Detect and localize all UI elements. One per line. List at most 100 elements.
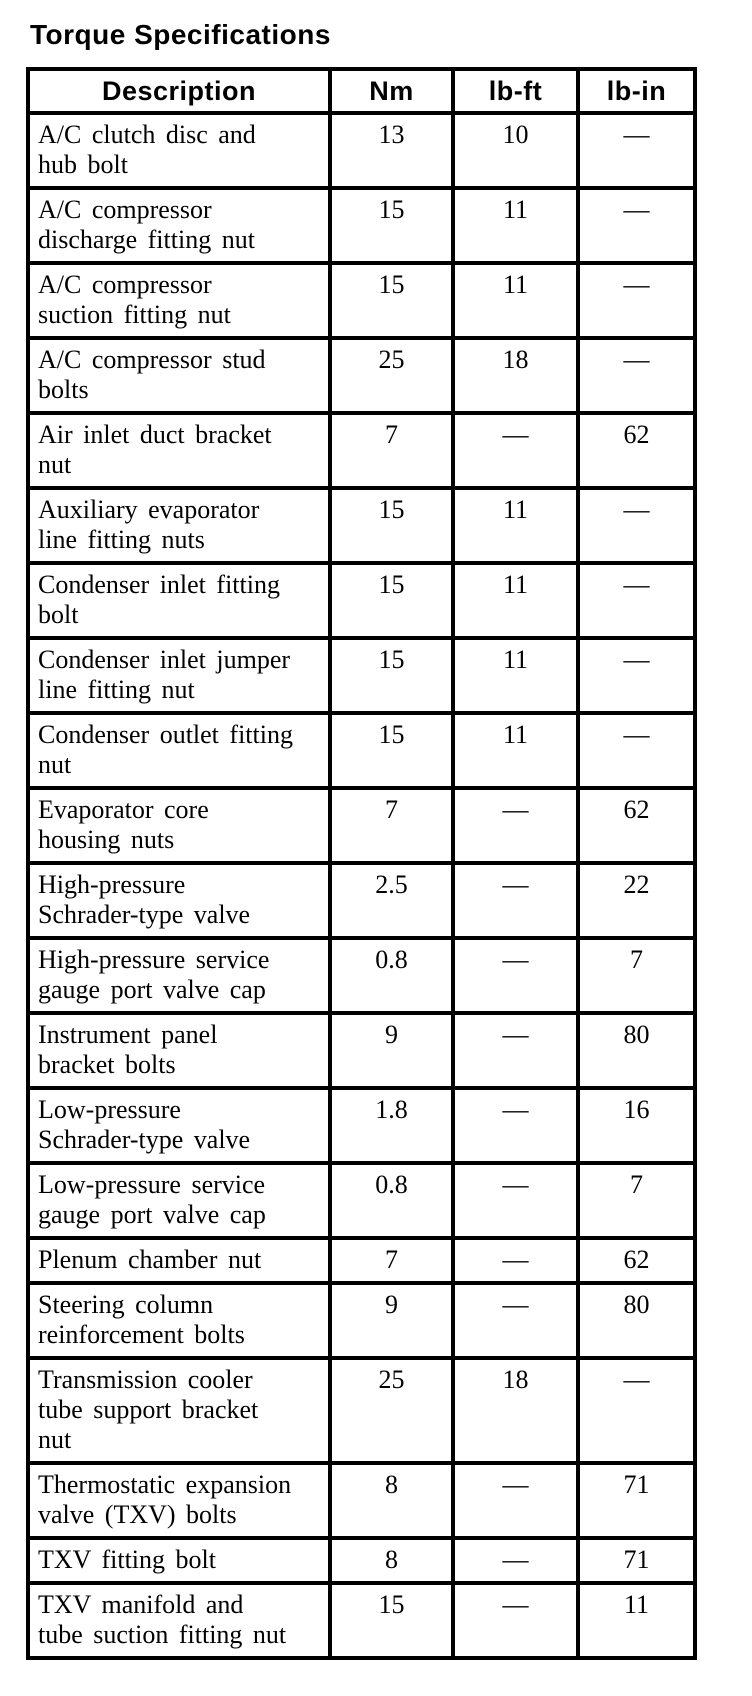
nm-value-cell: 15 — [328, 261, 455, 340]
lbft-value-cell: 18 — [451, 336, 580, 415]
lbin-value-cell: — — [576, 711, 697, 790]
spec-description-cell: Condenser inlet jumper line fitting nut — [26, 636, 332, 715]
lbin-value-cell: 62 — [576, 786, 697, 865]
lbft-value-cell: — — [451, 1461, 580, 1540]
lbin-value-cell: 80 — [576, 1011, 697, 1090]
nm-value-cell: 15 — [328, 636, 455, 715]
spec-description-cell: A/C compressor stud bolts — [26, 336, 332, 415]
table-row: Transmission cooler tube support bracket… — [26, 1356, 697, 1465]
table-row: A/C clutch disc and hub bolt 13 10 — — [26, 111, 697, 190]
spec-description-cell: Auxiliary evaporator line fitting nuts — [26, 486, 332, 565]
lbin-value-cell: 62 — [576, 1236, 697, 1285]
table-row: TXV manifold and tube suction fitting nu… — [26, 1581, 697, 1660]
table-row: A/C compressor stud bolts 25 18 — — [26, 336, 697, 415]
col-header-description: Description — [26, 67, 332, 115]
nm-value-cell: 2.5 — [328, 861, 455, 940]
table-row: Condenser inlet fitting bolt 15 11 — — [26, 561, 697, 640]
table-header: Description Nm lb-ft lb-in — [26, 67, 697, 115]
lbft-value-cell: — — [451, 411, 580, 490]
table-row: Condenser inlet jumper line fitting nut … — [26, 636, 697, 715]
lbft-value-cell: 11 — [451, 261, 580, 340]
table-row: High-pressure service gauge port valve c… — [26, 936, 697, 1015]
spec-description-cell: Low-pressure service gauge port valve ca… — [26, 1161, 332, 1240]
table-row: A/C compressor discharge fitting nut 15 … — [26, 186, 697, 265]
col-header-lbft: lb-ft — [451, 67, 580, 115]
nm-value-cell: 15 — [328, 1581, 455, 1660]
lbft-value-cell: 18 — [451, 1356, 580, 1465]
table-row: Air inlet duct bracket nut 7 — 62 — [26, 411, 697, 490]
table-row: TXV fitting bolt 8 — 71 — [26, 1536, 697, 1585]
nm-value-cell: 7 — [328, 1236, 455, 1285]
lbin-value-cell: — — [576, 561, 697, 640]
spec-description-cell: Thermostatic expansion valve (TXV) bolts — [26, 1461, 332, 1540]
lbin-value-cell: 71 — [576, 1536, 697, 1585]
spec-description-cell: TXV manifold and tube suction fitting nu… — [26, 1581, 332, 1660]
table-row: Evaporator core housing nuts 7 — 62 — [26, 786, 697, 865]
lbin-value-cell: — — [576, 186, 697, 265]
table-row: Steering column reinforcement bolts 9 — … — [26, 1281, 697, 1360]
lbin-value-cell: — — [576, 336, 697, 415]
lbft-value-cell: — — [451, 1581, 580, 1660]
lbft-value-cell: 10 — [451, 111, 580, 190]
lbin-value-cell: — — [576, 486, 697, 565]
spec-description-cell: Transmission cooler tube support bracket… — [26, 1356, 332, 1465]
lbft-value-cell: — — [451, 936, 580, 1015]
nm-value-cell: 15 — [328, 711, 455, 790]
lbin-value-cell: 7 — [576, 936, 697, 1015]
table-header-row: Description Nm lb-ft lb-in — [26, 67, 697, 115]
lbin-value-cell: 80 — [576, 1281, 697, 1360]
spec-description-cell: High-pressure service gauge port valve c… — [26, 936, 332, 1015]
lbin-value-cell: 62 — [576, 411, 697, 490]
nm-value-cell: 15 — [328, 186, 455, 265]
spec-description-cell: A/C clutch disc and hub bolt — [26, 111, 332, 190]
lbft-value-cell: — — [451, 1236, 580, 1285]
table-row: Instrument panel bracket bolts 9 — 80 — [26, 1011, 697, 1090]
lbft-value-cell: — — [451, 1086, 580, 1165]
lbin-value-cell: 7 — [576, 1161, 697, 1240]
table-row: Auxiliary evaporator line fitting nuts 1… — [26, 486, 697, 565]
spec-description-cell: Low-pressure Schrader-type valve — [26, 1086, 332, 1165]
lbin-value-cell: 71 — [576, 1461, 697, 1540]
spec-description-cell: A/C compressor suction fitting nut — [26, 261, 332, 340]
nm-value-cell: 9 — [328, 1011, 455, 1090]
lbin-value-cell: 11 — [576, 1581, 697, 1660]
spec-description-cell: High-pressure Schrader-type valve — [26, 861, 332, 940]
page-title: Torque Specifications — [30, 19, 331, 50]
nm-value-cell: 7 — [328, 786, 455, 865]
lbin-value-cell: 16 — [576, 1086, 697, 1165]
torque-spec-table: Description Nm lb-ft lb-in A/C clutch di… — [26, 67, 697, 1660]
lbin-value-cell: 22 — [576, 861, 697, 940]
spec-description-cell: Instrument panel bracket bolts — [26, 1011, 332, 1090]
lbft-value-cell: — — [451, 1011, 580, 1090]
table-row: Low-pressure service gauge port valve ca… — [26, 1161, 697, 1240]
spec-description-cell: Plenum chamber nut — [26, 1236, 332, 1285]
lbft-value-cell: — — [451, 1161, 580, 1240]
spec-description-cell: A/C compressor discharge fitting nut — [26, 186, 332, 265]
lbin-value-cell: — — [576, 636, 697, 715]
spec-description-cell: Air inlet duct bracket nut — [26, 411, 332, 490]
col-header-lbin: lb-in — [576, 67, 697, 115]
table-row: A/C compressor suction fitting nut 15 11… — [26, 261, 697, 340]
lbft-value-cell: 11 — [451, 561, 580, 640]
nm-value-cell: 1.8 — [328, 1086, 455, 1165]
nm-value-cell: 15 — [328, 486, 455, 565]
nm-value-cell: 0.8 — [328, 936, 455, 1015]
spec-description-cell: TXV fitting bolt — [26, 1536, 332, 1585]
lbft-value-cell: — — [451, 1281, 580, 1360]
spec-description-cell: Steering column reinforcement bolts — [26, 1281, 332, 1360]
table-row: Low-pressure Schrader-type valve 1.8 — 1… — [26, 1086, 697, 1165]
nm-value-cell: 8 — [328, 1461, 455, 1540]
nm-value-cell: 15 — [328, 561, 455, 640]
nm-value-cell: 25 — [328, 1356, 455, 1465]
lbft-value-cell: — — [451, 1536, 580, 1585]
lbin-value-cell: — — [576, 1356, 697, 1465]
lbft-value-cell: 11 — [451, 486, 580, 565]
table-row: Thermostatic expansion valve (TXV) bolts… — [26, 1461, 697, 1540]
table-row: Condenser outlet fitting nut 15 11 — — [26, 711, 697, 790]
lbft-value-cell: 11 — [451, 186, 580, 265]
table-row: Plenum chamber nut 7 — 62 — [26, 1236, 697, 1285]
lbin-value-cell: — — [576, 111, 697, 190]
col-header-nm: Nm — [328, 67, 455, 115]
spec-description-cell: Condenser outlet fitting nut — [26, 711, 332, 790]
